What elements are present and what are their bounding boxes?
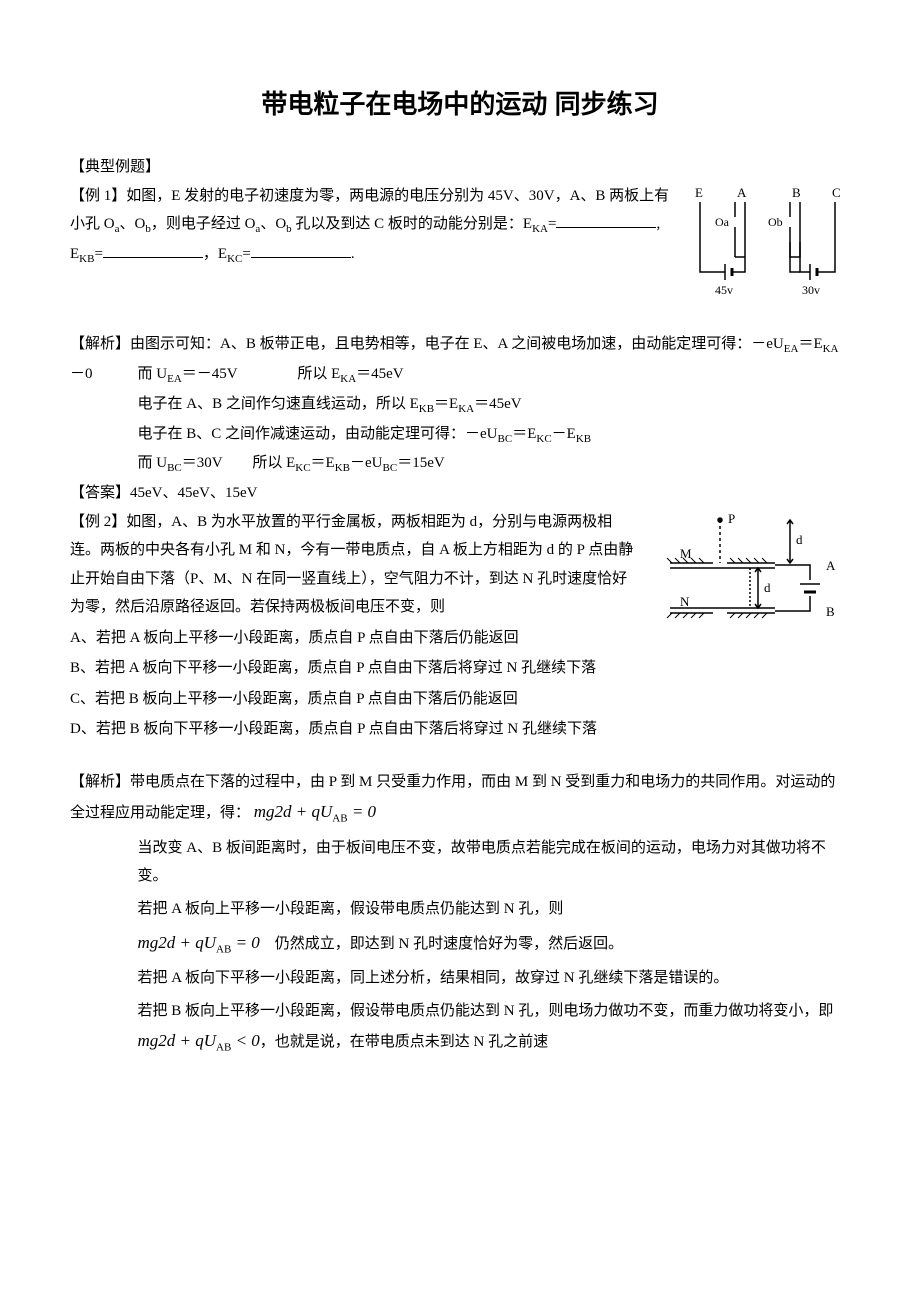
ex1-analysis-line1: 【解析】由图示可知：A、B 板带正电，且电势相等，电子在 E、A 之间被电场加速…	[70, 330, 850, 390]
ex2-analysis-5: 若把 B 板向上平移一小段距离，假设带电质点仍能达到 N 孔，则电场力做功不变，…	[70, 997, 850, 1059]
ex1-analysis-line4: 而 UBC＝30V 所以 EKC＝EKB－eUBC＝15eV	[70, 449, 850, 479]
option-d: D、若把 B 板向下平移一小段距离，质点自 P 点自由下落后将穿过 N 孔继续下…	[70, 715, 850, 744]
svg-text:d: d	[764, 580, 771, 595]
blank-ekc	[251, 242, 351, 258]
ex2-analysis-2: 当改变 A、B 板间距离时，由于板间电压不变，故带电质点若能完成在板间的运动，电…	[70, 834, 850, 891]
option-b: B、若把 A 板向下平移一小段距离，质点自 P 点自由下落后将穿过 N 孔继续下…	[70, 654, 850, 683]
svg-text:M: M	[680, 546, 692, 561]
svg-text:E: E	[695, 185, 703, 200]
ex2-analysis-1: 【解析】带电质点在下落的过程中，由 P 到 M 只受重力作用，而由 M 到 N …	[70, 768, 850, 830]
ex1-analysis-line3: 电子在 B、C 之间作减速运动，由动能定理可得：－eUBC＝EKC－EKB	[70, 420, 850, 450]
svg-text:45v: 45v	[715, 283, 733, 297]
ex1-analysis-line2: 电子在 A、B 之间作匀速直线运动，所以 EKB＝EKA＝45eV	[70, 390, 850, 420]
svg-text:C: C	[832, 185, 841, 200]
svg-text:P: P	[728, 511, 735, 526]
option-c: C、若把 B 板向上平移一小段距离，质点自 P 点自由下落后仍能返回	[70, 685, 850, 714]
blank-ekb	[103, 242, 203, 258]
svg-text:A: A	[737, 185, 747, 200]
ex1-answer: 【答案】45eV、45eV、15eV	[70, 479, 850, 508]
ex1-figure: E A B C Oa Ob 45v 30v	[680, 182, 850, 312]
page-title: 带电粒子在电场中的运动 同步练习	[70, 80, 850, 129]
svg-text:d: d	[796, 532, 803, 547]
blank-eka	[556, 212, 656, 228]
ex2-analysis-4: 若把 A 板向下平移一小段距离，同上述分析，结果相同，故穿过 N 孔继续下落是错…	[70, 964, 850, 993]
svg-text:B: B	[826, 604, 835, 619]
svg-text:A: A	[826, 558, 836, 573]
ex2-analysis-3: 若把 A 板向上平移一小段距离，假设带电质点仍能达到 N 孔，则	[70, 895, 850, 924]
svg-text:Oa: Oa	[715, 215, 730, 229]
svg-text:B: B	[792, 185, 801, 200]
svg-text:N: N	[680, 594, 690, 609]
svg-text:30v: 30v	[802, 283, 820, 297]
section-typical: 【典型例题】	[70, 153, 850, 182]
ex2-analysis-eq2: mg2d + qUAB = 0 仍然成立，即达到 N 孔时速度恰好为零，然后返回…	[70, 927, 850, 960]
ex2-figure: P M N A B d d	[650, 508, 850, 643]
svg-text:Ob: Ob	[768, 215, 783, 229]
